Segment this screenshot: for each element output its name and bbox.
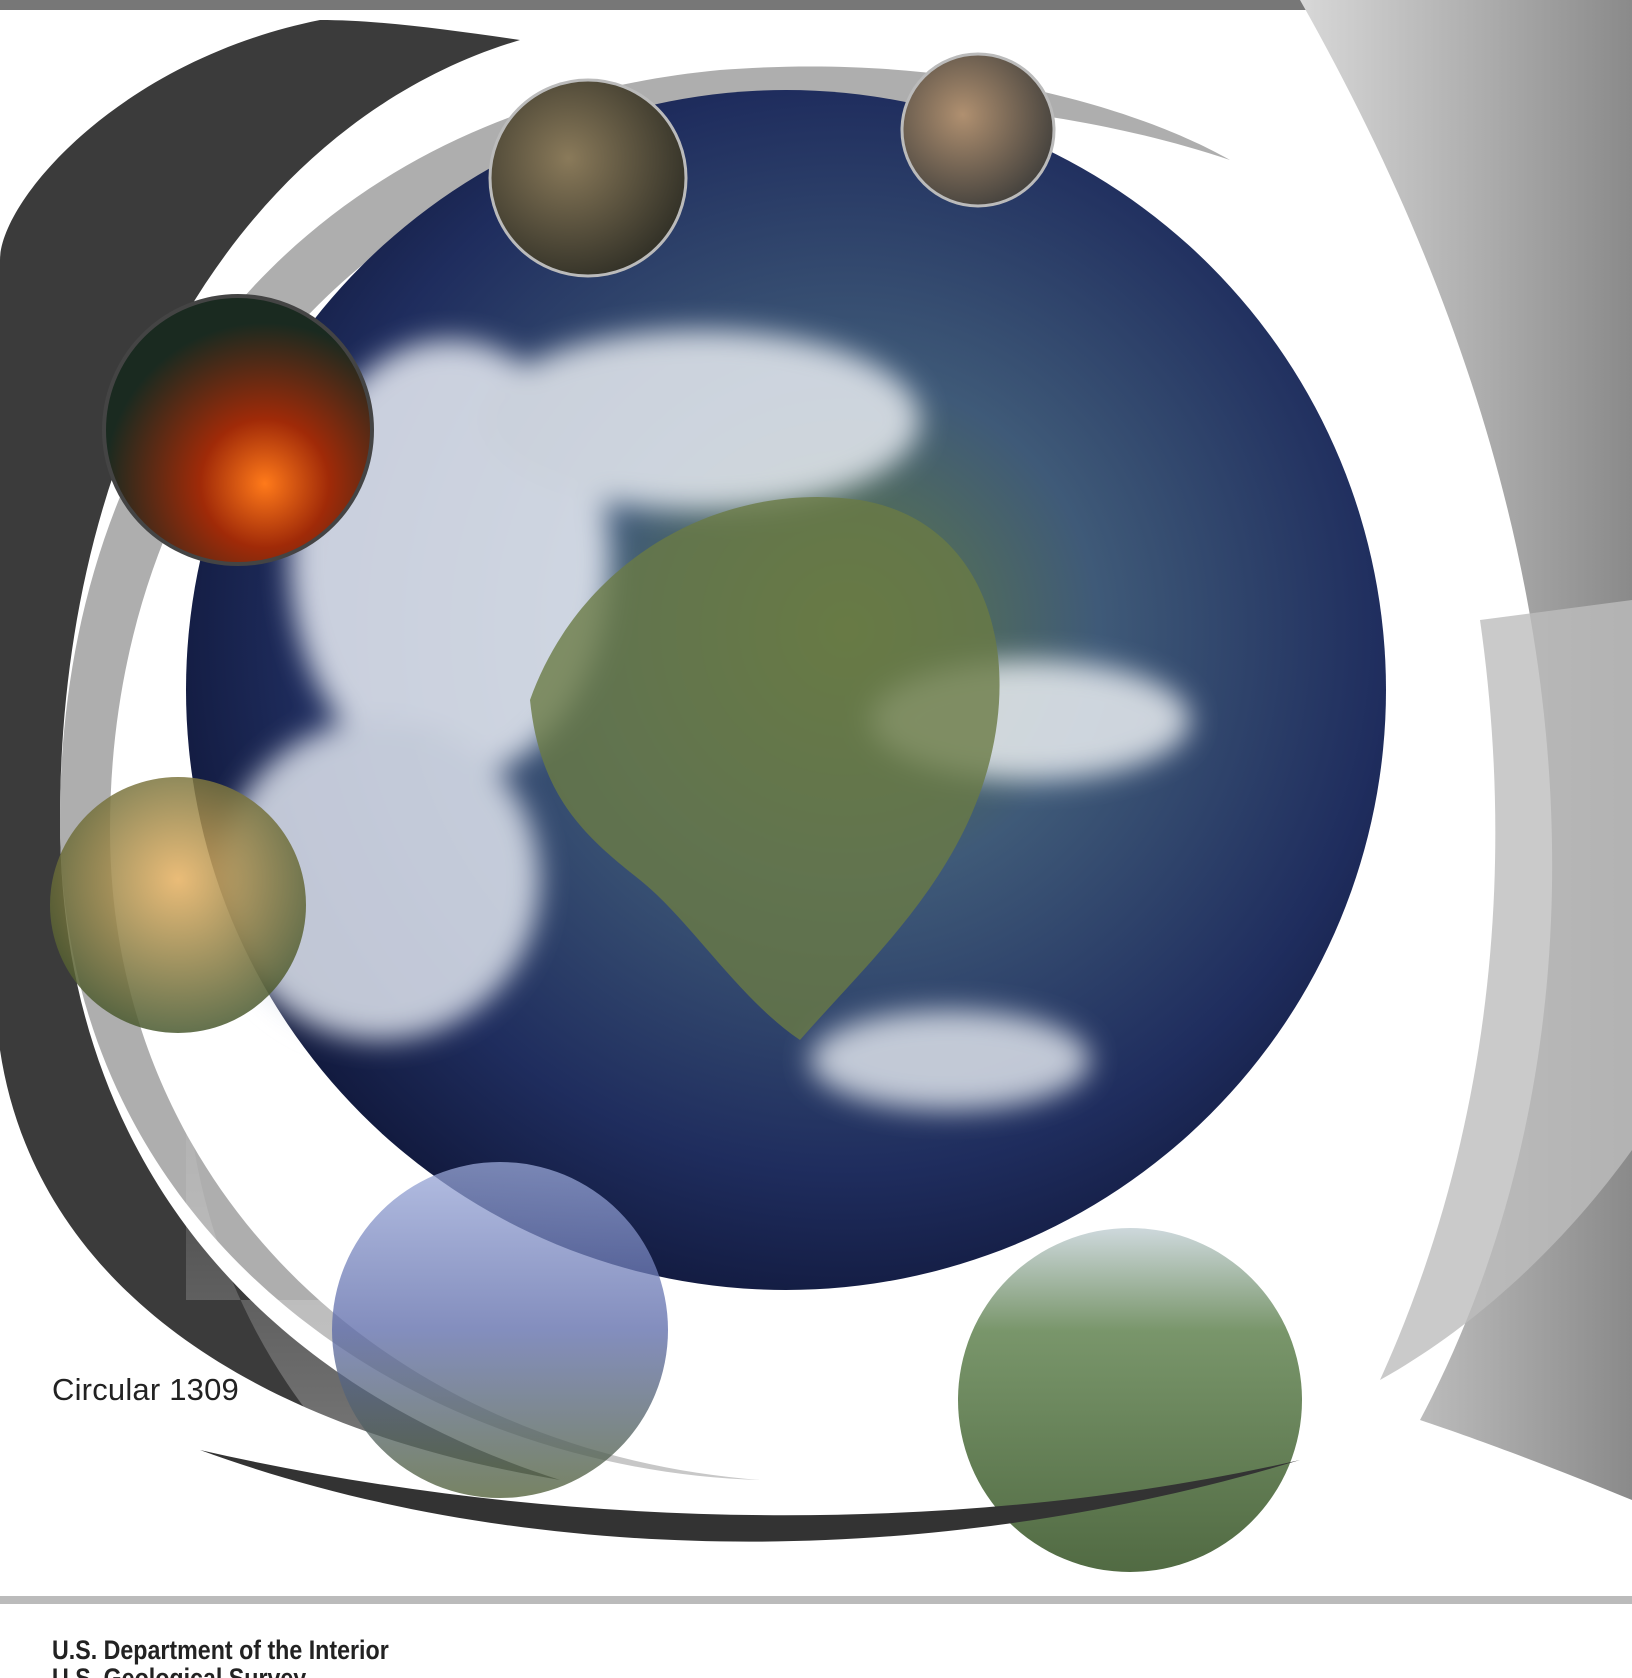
bottom-rule xyxy=(0,1596,1632,1604)
bottom-arc xyxy=(200,1450,1300,1542)
photo-marsh xyxy=(958,1228,1302,1572)
clouds xyxy=(220,330,1190,1110)
continent xyxy=(530,496,1000,1040)
agency: U.S. Department of the Interior xyxy=(52,1635,389,1665)
photo-volcano xyxy=(102,294,374,566)
photo-wetland-sample xyxy=(488,78,688,278)
series-label: Circular 1309 xyxy=(52,1372,239,1407)
photo-forest xyxy=(50,777,306,1033)
bureau: U.S. Geological Survey xyxy=(52,1663,307,1678)
right-panel xyxy=(1380,600,1632,1380)
top-band xyxy=(0,0,1632,10)
agency-block: U.S. Department of the Interior U.S. Geo… xyxy=(52,1636,389,1678)
photo-storm xyxy=(332,1162,668,1498)
photo-scientist xyxy=(900,52,1056,208)
